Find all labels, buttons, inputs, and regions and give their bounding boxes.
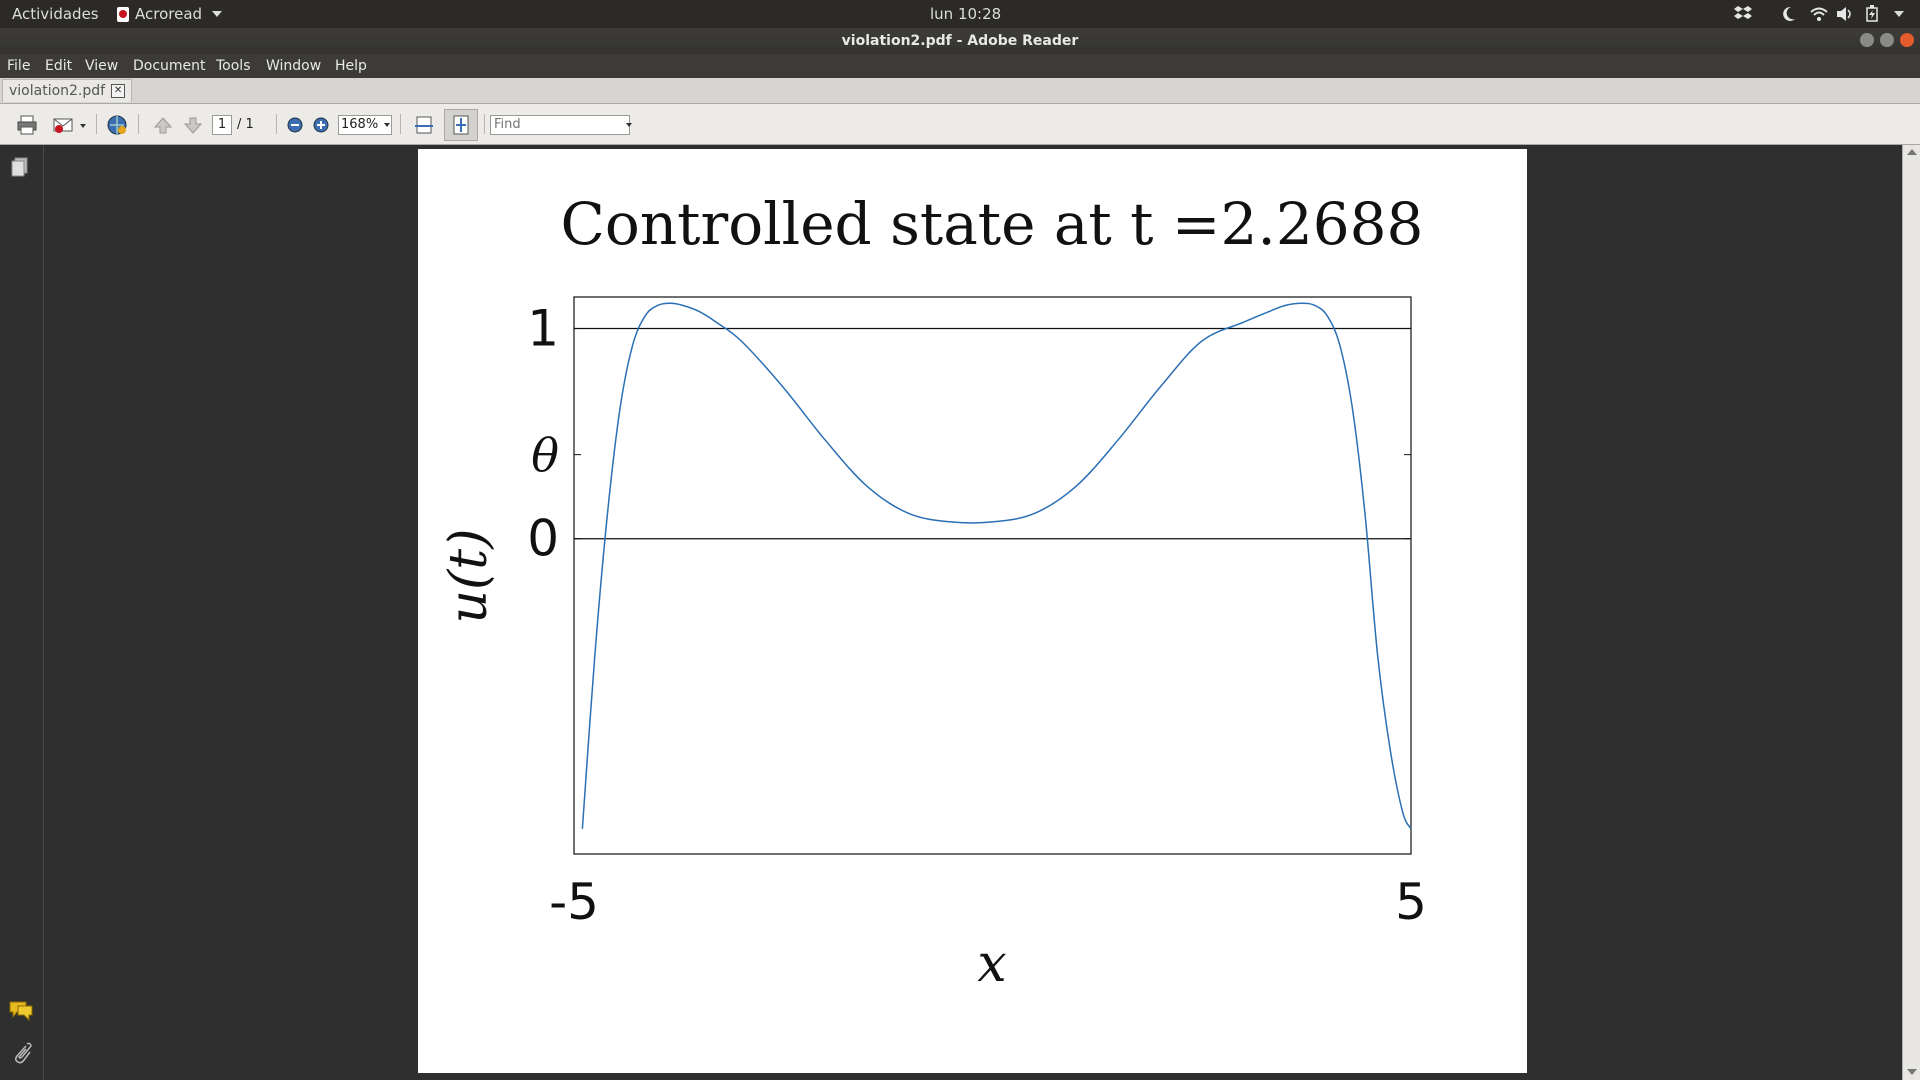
zoom-dropdown-icon[interactable] (384, 123, 390, 127)
comments-icon[interactable] (8, 1000, 34, 1022)
fit-width-icon[interactable] (413, 114, 435, 136)
chevron-down-icon (212, 11, 223, 17)
y-tick-label-2: 1 (527, 300, 559, 358)
print-icon[interactable] (16, 114, 38, 136)
find-dropdown-icon[interactable] (626, 123, 632, 127)
maximize-button[interactable] (1880, 33, 1894, 47)
close-tab-icon[interactable]: ✕ (111, 84, 126, 98)
zoom-level-select[interactable]: 168% (338, 115, 392, 135)
email-icon[interactable] (52, 114, 74, 136)
window-title: violation2.pdf - Adobe Reader (841, 33, 1079, 49)
dropbox-icon[interactable] (1734, 5, 1752, 21)
menu-bar: File Edit View Document Tools Window Hel… (0, 54, 1920, 78)
app-menu-button[interactable]: Acroread (117, 5, 223, 23)
scroll-up-arrow-icon[interactable] (1907, 149, 1917, 155)
document-tab-bar: violation2.pdf ✕ (0, 78, 1920, 104)
y-axis-label: u(t) (439, 529, 499, 624)
menu-edit[interactable]: Edit (45, 58, 73, 74)
battery-icon[interactable] (1866, 5, 1878, 22)
share-icon[interactable] (106, 114, 128, 136)
x-axis-label: x (977, 934, 1006, 994)
menu-document[interactable]: Document (133, 58, 206, 74)
menu-view[interactable]: View (85, 58, 119, 74)
vertical-scrollbar[interactable] (1902, 145, 1920, 1080)
clock[interactable]: lun 10:28 (930, 5, 1002, 23)
zoom-out-icon[interactable] (284, 114, 306, 136)
x-axis-ticks: -5 5 (549, 873, 1427, 931)
app-name: Acroread (135, 5, 203, 23)
system-menu-chevron-icon[interactable] (1894, 11, 1904, 17)
x-tick-label-0: -5 (549, 873, 599, 931)
attachment-icon[interactable] (10, 1040, 32, 1066)
pages-icon[interactable] (10, 157, 30, 179)
wifi-icon[interactable] (1810, 6, 1828, 22)
toolbar: 1 / 1 168% (0, 104, 1920, 145)
menu-tools[interactable]: Tools (216, 58, 251, 74)
page-number-input[interactable]: 1 (212, 115, 232, 135)
x-tick-label-1: 5 (1395, 873, 1427, 931)
plot-frame (573, 296, 1412, 855)
chart: Controlled state at t =2.2688 0θ1 -5 5 x … (439, 190, 1427, 994)
menu-file[interactable]: File (7, 58, 31, 74)
fit-page-icon (453, 115, 469, 135)
email-dropdown-icon[interactable] (80, 124, 86, 128)
y-axis-ticks: 0 θ 1 (527, 300, 1411, 568)
close-window-button[interactable] (1900, 33, 1914, 47)
menu-help[interactable]: Help (335, 58, 367, 74)
volume-icon[interactable] (1836, 6, 1854, 22)
menu-window[interactable]: Window (266, 58, 322, 74)
zoom-in-icon[interactable] (310, 114, 332, 136)
window-title-bar: violation2.pdf - Adobe Reader (0, 28, 1920, 54)
scroll-down-arrow-icon[interactable] (1907, 1069, 1917, 1075)
document-tab-label: violation2.pdf (9, 83, 106, 99)
series-group (581, 302, 1412, 830)
reference-lines (574, 327, 1411, 540)
y-tick-label-1: θ (531, 429, 559, 483)
system-top-bar: Actividades Acroread lun 10:28 (0, 0, 1920, 28)
minimize-button[interactable] (1860, 33, 1874, 47)
activities-button[interactable]: Actividades (12, 5, 99, 23)
night-mode-icon[interactable] (1782, 6, 1796, 22)
navigation-panel (0, 145, 44, 1080)
acroread-app-icon (117, 6, 129, 22)
series-line-0 (581, 302, 1412, 830)
previous-page-icon[interactable] (152, 114, 174, 136)
next-page-icon[interactable] (182, 114, 204, 136)
find-input[interactable] (490, 115, 630, 135)
chart-title: Controlled state at t =2.2688 (561, 190, 1424, 258)
y-tick-label-0: 0 (527, 510, 559, 568)
fit-page-button[interactable] (444, 109, 478, 141)
page-total: / 1 (237, 117, 254, 132)
document-tab[interactable]: violation2.pdf ✕ (2, 79, 133, 102)
